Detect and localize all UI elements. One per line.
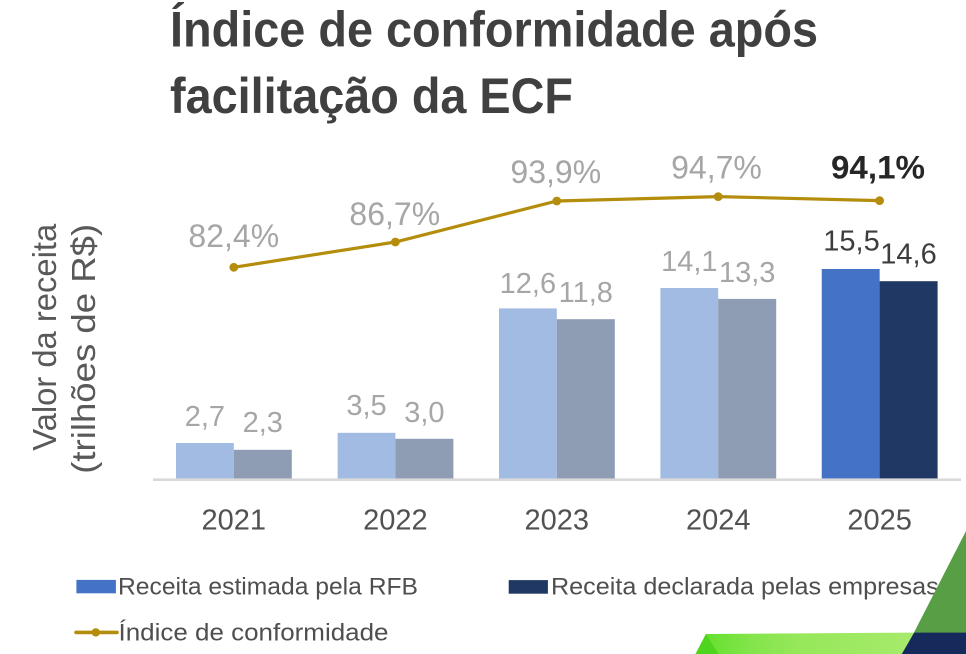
svg-text:2022: 2022 [363, 505, 428, 537]
svg-text:Receita declarada pelas empres: Receita declarada pelas empresas [551, 573, 939, 600]
svg-text:93,9%: 93,9% [510, 154, 601, 190]
svg-text:2023: 2023 [525, 505, 590, 537]
svg-text:2021: 2021 [202, 505, 267, 537]
svg-text:2,3: 2,3 [243, 407, 283, 439]
svg-text:(trilhões de R$): (trilhões de R$) [65, 224, 102, 474]
svg-text:14,6: 14,6 [880, 239, 936, 271]
svg-text:Índice de conformidade: Índice de conformidade [119, 620, 389, 647]
svg-text:15,5: 15,5 [823, 226, 879, 258]
svg-text:86,7%: 86,7% [349, 196, 440, 232]
svg-text:Valor da receita: Valor da receita [26, 223, 63, 451]
svg-text:11,8: 11,8 [559, 277, 613, 309]
svg-text:12,6: 12,6 [500, 268, 556, 300]
svg-text:82,4%: 82,4% [188, 218, 279, 254]
svg-text:2025: 2025 [847, 505, 912, 537]
svg-text:94,1%: 94,1% [831, 150, 925, 186]
svg-text:3,5: 3,5 [346, 390, 386, 422]
svg-text:13,3: 13,3 [719, 257, 775, 289]
svg-text:2024: 2024 [686, 505, 751, 537]
svg-text:Índice de conformidade após: Índice de conformidade após [170, 1, 818, 57]
svg-text:facilitação da ECF: facilitação da ECF [170, 68, 573, 124]
svg-text:2,7: 2,7 [185, 401, 225, 433]
svg-text:94,7%: 94,7% [671, 150, 762, 186]
svg-text:14,1: 14,1 [661, 246, 717, 278]
svg-text:Receita estimada pela RFB: Receita estimada pela RFB [118, 573, 418, 600]
svg-text:3,0: 3,0 [404, 397, 444, 429]
